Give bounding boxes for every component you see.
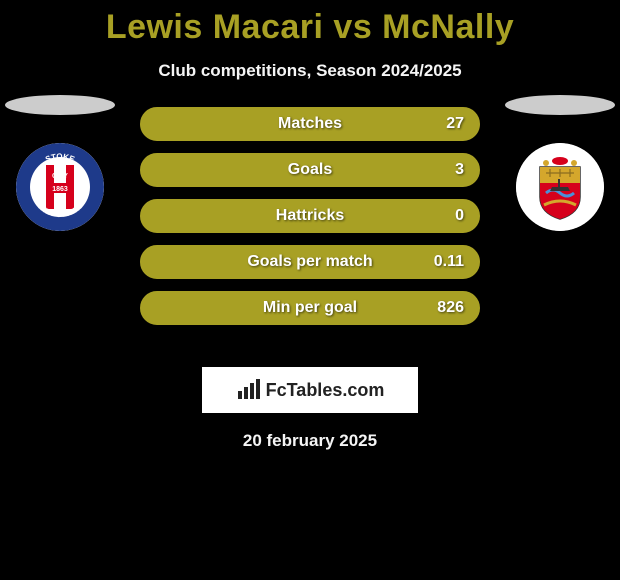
stat-bar: Matches 27 <box>140 107 480 141</box>
stat-label: Hattricks <box>276 207 344 225</box>
bars-icon <box>236 379 262 401</box>
stat-bar: Min per goal 826 <box>140 291 480 325</box>
brand-box[interactable]: FcTables.com <box>202 367 418 413</box>
date-text: 20 february 2025 <box>0 431 620 451</box>
subtitle: Club competitions, Season 2024/2025 <box>0 61 620 81</box>
stat-value: 0 <box>455 207 464 225</box>
shadow-ellipse-left <box>5 95 115 115</box>
team-left: STOKE CITY 1863 THE POTTERS <box>5 95 115 231</box>
stat-value: 3 <box>455 161 464 179</box>
stat-label: Goals <box>288 161 332 179</box>
stat-label: Goals per match <box>247 253 372 271</box>
team-right <box>505 95 615 231</box>
page-title: Lewis Macari vs McNally <box>0 0 620 47</box>
stat-label: Matches <box>278 115 342 133</box>
brand-text: FcTables.com <box>266 380 385 401</box>
stat-bar: Goals 3 <box>140 153 480 187</box>
stat-value: 826 <box>437 299 464 317</box>
svg-text:CITY: CITY <box>52 173 68 180</box>
shadow-ellipse-right <box>505 95 615 115</box>
stat-label: Min per goal <box>263 299 357 317</box>
comparison-row: STOKE CITY 1863 THE POTTERS Matches 27 G… <box>0 107 620 347</box>
stat-bar: Hattricks 0 <box>140 199 480 233</box>
crest-right <box>516 143 604 231</box>
stoke-crest-icon: STOKE CITY 1863 THE POTTERS <box>16 143 104 231</box>
stat-bars: Matches 27 Goals 3 Hattricks 0 Goals per… <box>140 107 480 325</box>
crest-left: STOKE CITY 1863 THE POTTERS <box>16 143 104 231</box>
stat-bar: Goals per match 0.11 <box>140 245 480 279</box>
bristol-crest-icon <box>516 143 604 231</box>
stat-value: 0.11 <box>434 253 464 271</box>
svg-text:1863: 1863 <box>52 186 68 193</box>
stat-value: 27 <box>446 115 464 133</box>
